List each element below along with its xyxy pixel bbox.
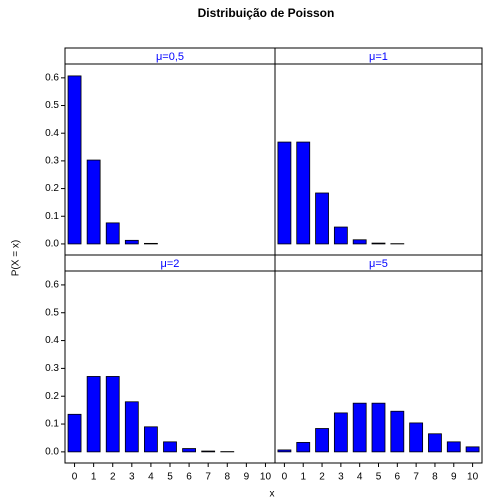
bar	[409, 422, 424, 453]
bar	[465, 446, 480, 453]
bar	[86, 376, 101, 453]
x-tick-label: 0	[72, 472, 78, 483]
bar	[315, 428, 329, 453]
bar	[105, 376, 120, 453]
bar	[352, 402, 367, 453]
bar	[67, 413, 82, 453]
bar	[144, 242, 158, 245]
x-tick-label: 5	[376, 472, 382, 483]
bar	[67, 75, 82, 245]
x-tick-label: 9	[244, 472, 250, 483]
x-tick-label: 6	[395, 472, 401, 483]
y-tick-label: 0.6	[45, 72, 59, 83]
bar	[333, 412, 348, 453]
bar	[428, 433, 442, 453]
y-tick-label: 0.5	[45, 100, 59, 111]
x-tick-label: 8	[432, 472, 438, 483]
bar	[371, 242, 386, 245]
bar	[390, 410, 405, 453]
bar	[144, 426, 158, 453]
y-tick-label: 0.5	[45, 307, 59, 318]
x-tick-label: 1	[91, 472, 97, 483]
bar	[201, 450, 216, 453]
bar	[124, 239, 139, 245]
y-tick-label: 0.4	[45, 128, 59, 139]
y-tick-label: 0.2	[45, 391, 59, 402]
x-tick-label: 2	[110, 472, 116, 483]
bar	[105, 222, 120, 245]
strip-label: μ=0,5	[156, 51, 184, 63]
x-tick-label: 1	[300, 472, 306, 483]
bar	[277, 141, 292, 245]
bar	[277, 449, 292, 453]
x-tick-label: 4	[357, 472, 363, 483]
y-tick-label: 0.4	[45, 335, 59, 346]
bar	[352, 239, 367, 245]
x-tick-label: 8	[224, 472, 230, 483]
y-tick-label: 0.6	[45, 280, 59, 291]
y-axis-label: P(X = x)	[11, 240, 22, 276]
x-tick-label: 4	[148, 472, 154, 483]
bar	[296, 442, 311, 453]
y-tick-label: 0.2	[45, 183, 59, 194]
bar	[296, 141, 311, 245]
strip-label: μ=2	[161, 258, 180, 270]
x-tick-label: 9	[451, 472, 457, 483]
bar	[315, 192, 329, 245]
bar	[371, 402, 386, 453]
x-tick-label: 0	[282, 472, 288, 483]
chart-title: Distribuição de Poisson	[198, 6, 335, 20]
x-tick-label: 3	[129, 472, 135, 483]
strip-label: μ=5	[369, 258, 388, 270]
x-tick-label: 6	[186, 472, 192, 483]
bar	[446, 441, 461, 453]
y-tick-label: 0.1	[45, 419, 59, 430]
bar	[124, 401, 139, 453]
strip-label: μ=1	[369, 51, 388, 63]
x-axis-label: x	[270, 489, 275, 500]
y-tick-label: 0.0	[45, 447, 59, 458]
x-tick-label: 7	[205, 472, 211, 483]
bar	[333, 226, 348, 245]
y-tick-label: 0.3	[45, 156, 59, 167]
x-tick-label: 10	[260, 472, 272, 483]
bar	[182, 448, 196, 453]
x-tick-label: 3	[338, 472, 344, 483]
bar	[86, 159, 101, 245]
y-tick-label: 0.0	[45, 239, 59, 250]
x-tick-label: 7	[413, 472, 419, 483]
bar	[163, 441, 177, 453]
x-tick-label: 2	[319, 472, 325, 483]
x-tick-label: 10	[467, 472, 479, 483]
y-tick-label: 0.3	[45, 363, 59, 374]
y-tick-label: 0.1	[45, 211, 59, 222]
x-tick-label: 5	[167, 472, 173, 483]
